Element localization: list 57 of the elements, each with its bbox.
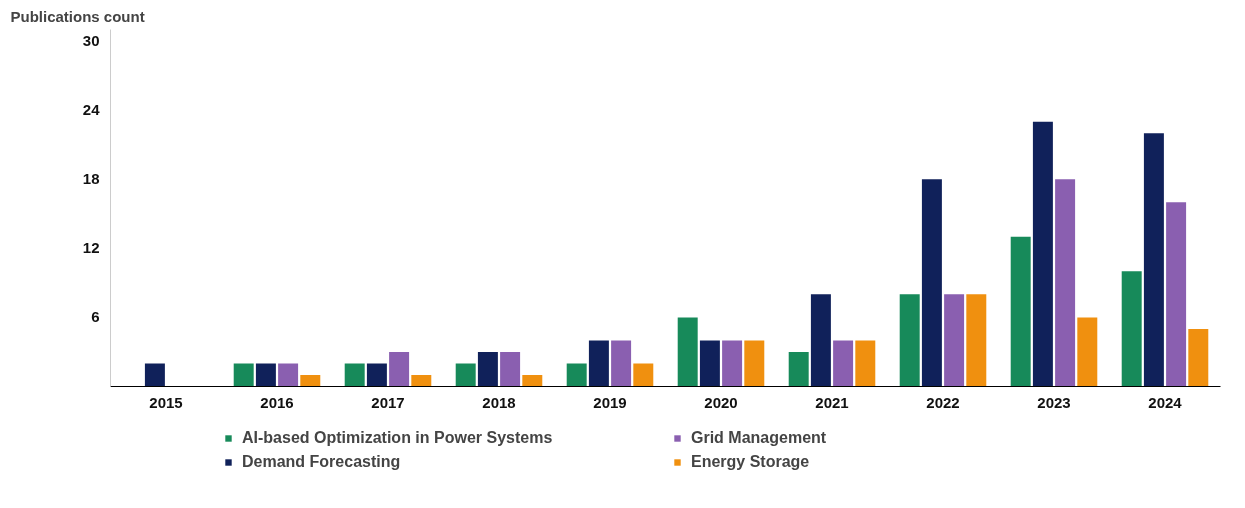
legend-label: AI-based Optimization in Power Systems (242, 429, 554, 447)
bar (1121, 271, 1142, 387)
bar (522, 374, 543, 387)
bar (411, 374, 432, 387)
bar (300, 374, 321, 387)
bar (255, 363, 276, 387)
y-tick-label: 18 (82, 170, 100, 188)
y-tick-label: 6 (91, 308, 100, 326)
x-tick-label: 2021 (815, 393, 849, 411)
bar (566, 363, 587, 387)
bar (233, 363, 254, 387)
bar (278, 363, 299, 387)
legend-label: Grid Management (691, 429, 828, 447)
bar (389, 351, 410, 387)
bar (1055, 179, 1076, 387)
legend-label: Energy Storage (691, 453, 811, 471)
x-tick-label: 2024 (1148, 393, 1183, 411)
x-tick-label: 2018 (482, 393, 516, 411)
bar (500, 351, 521, 387)
bar (633, 363, 654, 387)
bar (144, 363, 165, 387)
x-tick-label: 2020 (704, 393, 738, 411)
bar (455, 363, 476, 387)
bar (699, 340, 720, 387)
bar (855, 340, 876, 387)
x-tick-label: 2019 (593, 393, 627, 411)
x-tick-label: 2023 (1037, 393, 1071, 411)
bar (833, 340, 854, 387)
y-tick-label: 12 (82, 239, 100, 257)
bar (899, 294, 920, 387)
bar (1032, 121, 1053, 387)
y-tick-label: 24 (82, 101, 101, 119)
bar (744, 340, 765, 387)
bar (588, 340, 609, 387)
bar (1077, 317, 1098, 387)
bar (1010, 236, 1031, 387)
bar (966, 294, 987, 387)
y-tick-label: 30 (82, 32, 100, 50)
x-tick-label: 2022 (926, 393, 960, 411)
bar (788, 351, 809, 387)
x-tick-label: 2017 (371, 393, 405, 411)
bar (1188, 328, 1209, 387)
x-tick-label: 2016 (260, 393, 294, 411)
bar (366, 363, 387, 387)
bar (1143, 133, 1164, 387)
y-axis-title: Publications count (10, 7, 145, 25)
bar (921, 179, 942, 387)
bar (677, 317, 698, 387)
legend-label: Demand Forecasting (242, 453, 402, 471)
bar (722, 340, 743, 387)
bar (944, 294, 965, 387)
x-tick-label: 2015 (149, 393, 183, 411)
bar (344, 363, 365, 387)
bar (477, 351, 498, 387)
bar (1166, 202, 1187, 387)
bar (611, 340, 632, 387)
bar (810, 294, 831, 387)
